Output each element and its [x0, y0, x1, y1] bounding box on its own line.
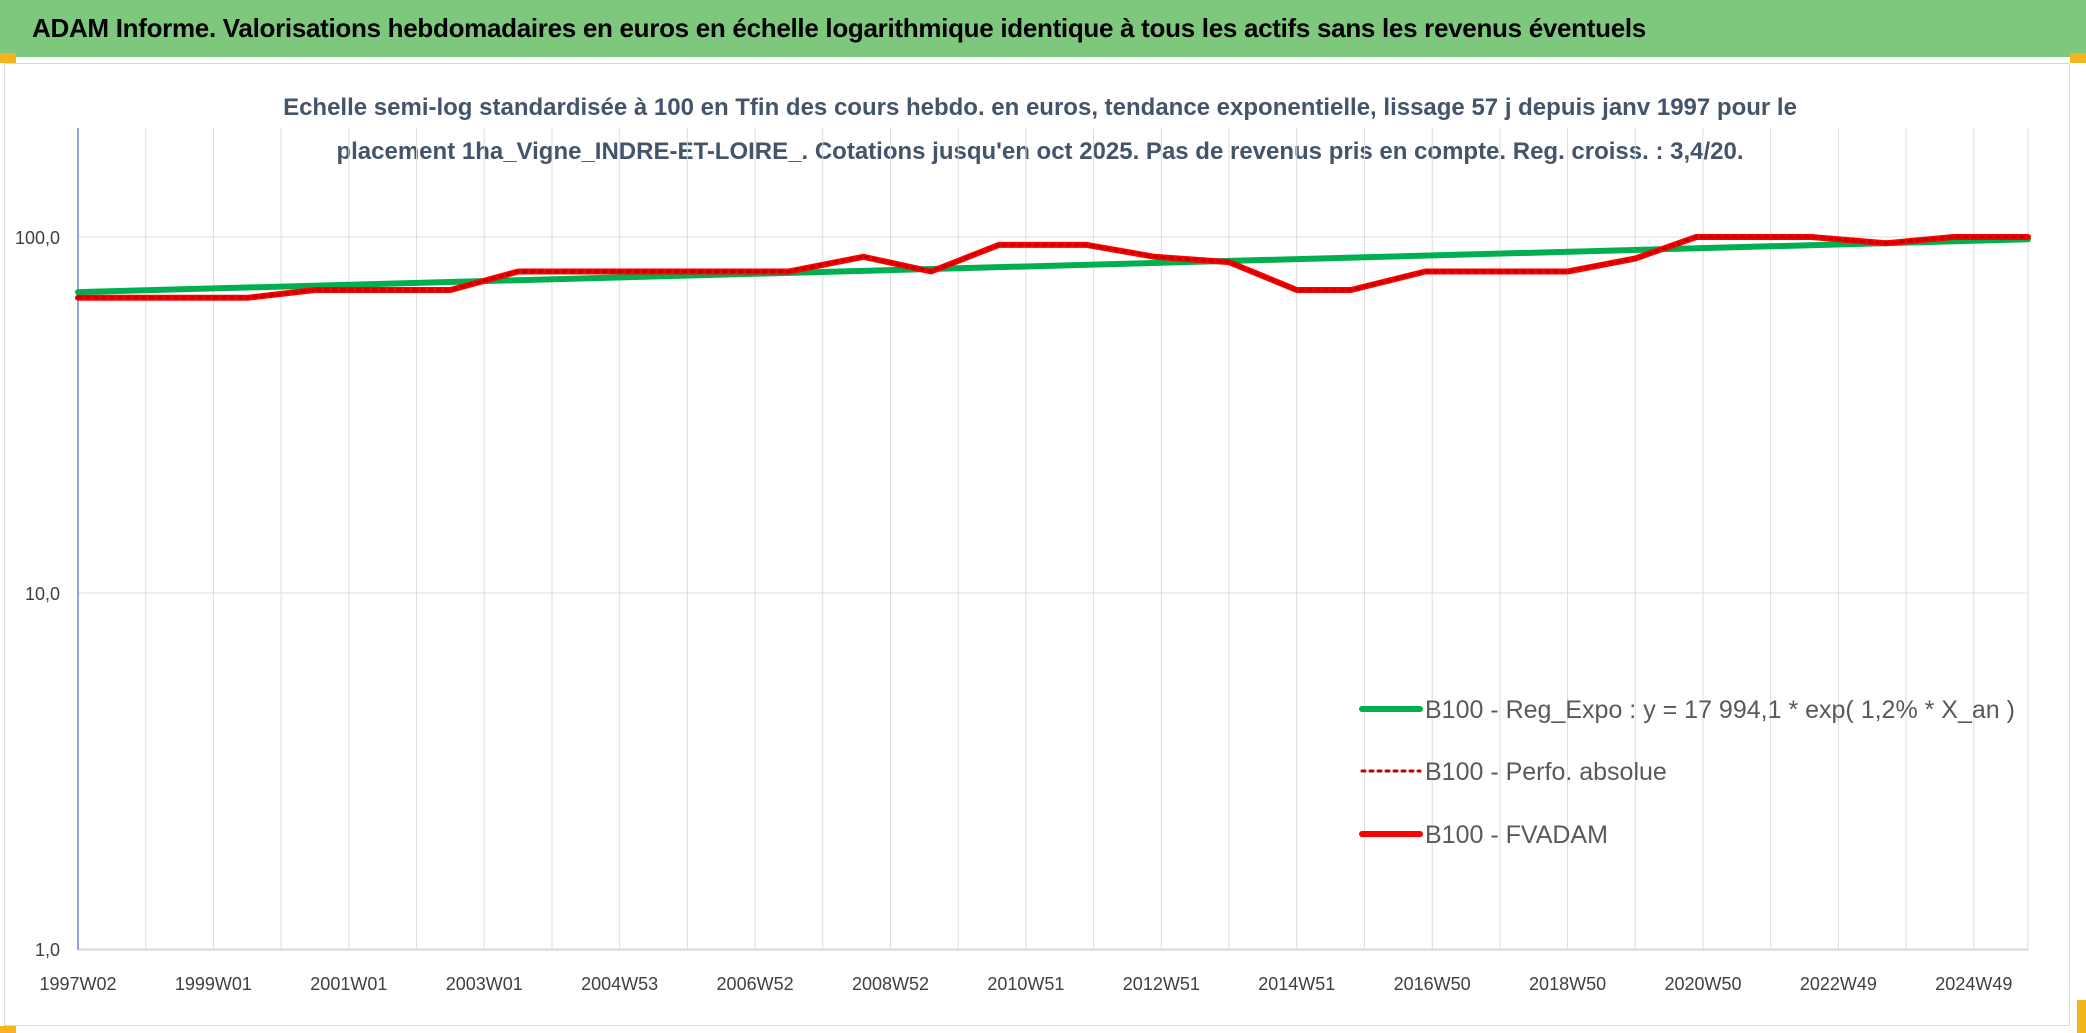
corner-marker [2077, 1000, 2086, 1033]
x-tick-label: 2001W01 [310, 974, 387, 994]
perfo-absolue-series-line [76, 235, 2030, 300]
x-tick-label: 1999W01 [175, 974, 252, 994]
chart-frame [4, 63, 2070, 1026]
y-tick-label: 1,0 [35, 940, 60, 960]
x-tick-label: 2016W50 [1394, 974, 1471, 994]
x-tick-label: 2018W50 [1529, 974, 1606, 994]
corner-marker [0, 53, 16, 63]
x-tick-label: 2003W01 [446, 974, 523, 994]
x-tick-label: 2012W51 [1123, 974, 1200, 994]
x-tick-label: 2010W51 [987, 974, 1064, 994]
chart-title-line-2: placement 1ha_Vigne_INDRE-ET-LOIRE_. Cot… [336, 138, 1744, 165]
x-tick-label: 2022W49 [1800, 974, 1877, 994]
x-tick-label: 2004W53 [581, 974, 658, 994]
x-tick-label: 1997W02 [39, 974, 116, 994]
page-title: ADAM Informe. Valorisations hebdomadaire… [32, 13, 1646, 43]
reg-expo-series-line [75, 236, 2031, 296]
legend-item-perfo-absolue-label: B100 - Perfo. absolue [1425, 758, 1667, 786]
y-tick-label: 100,0 [15, 228, 60, 248]
x-tick-label: 2008W52 [852, 974, 929, 994]
x-tick-label: 2024W49 [1935, 974, 2012, 994]
chart-title-line-1: Echelle semi-log standardisée à 100 en T… [283, 94, 1797, 121]
x-tick-label: 2020W50 [1664, 974, 1741, 994]
header-banner: ADAM Informe. Valorisations hebdomadaire… [0, 0, 2086, 57]
corner-marker [0, 1026, 16, 1033]
chart-title: Echelle semi-log standardisée à 100 en T… [240, 86, 1840, 174]
legend-item-fvadam-label: B100 - FVADAM [1425, 821, 1608, 849]
x-tick-label: 2014W51 [1258, 974, 1335, 994]
corner-marker [2070, 53, 2086, 63]
legend-item-reg-expo-label: B100 - Reg_Expo : y = 17 994,1 * exp( 1,… [1425, 696, 2015, 724]
y-tick-label: 10,0 [25, 584, 60, 604]
x-tick-label: 2006W52 [717, 974, 794, 994]
